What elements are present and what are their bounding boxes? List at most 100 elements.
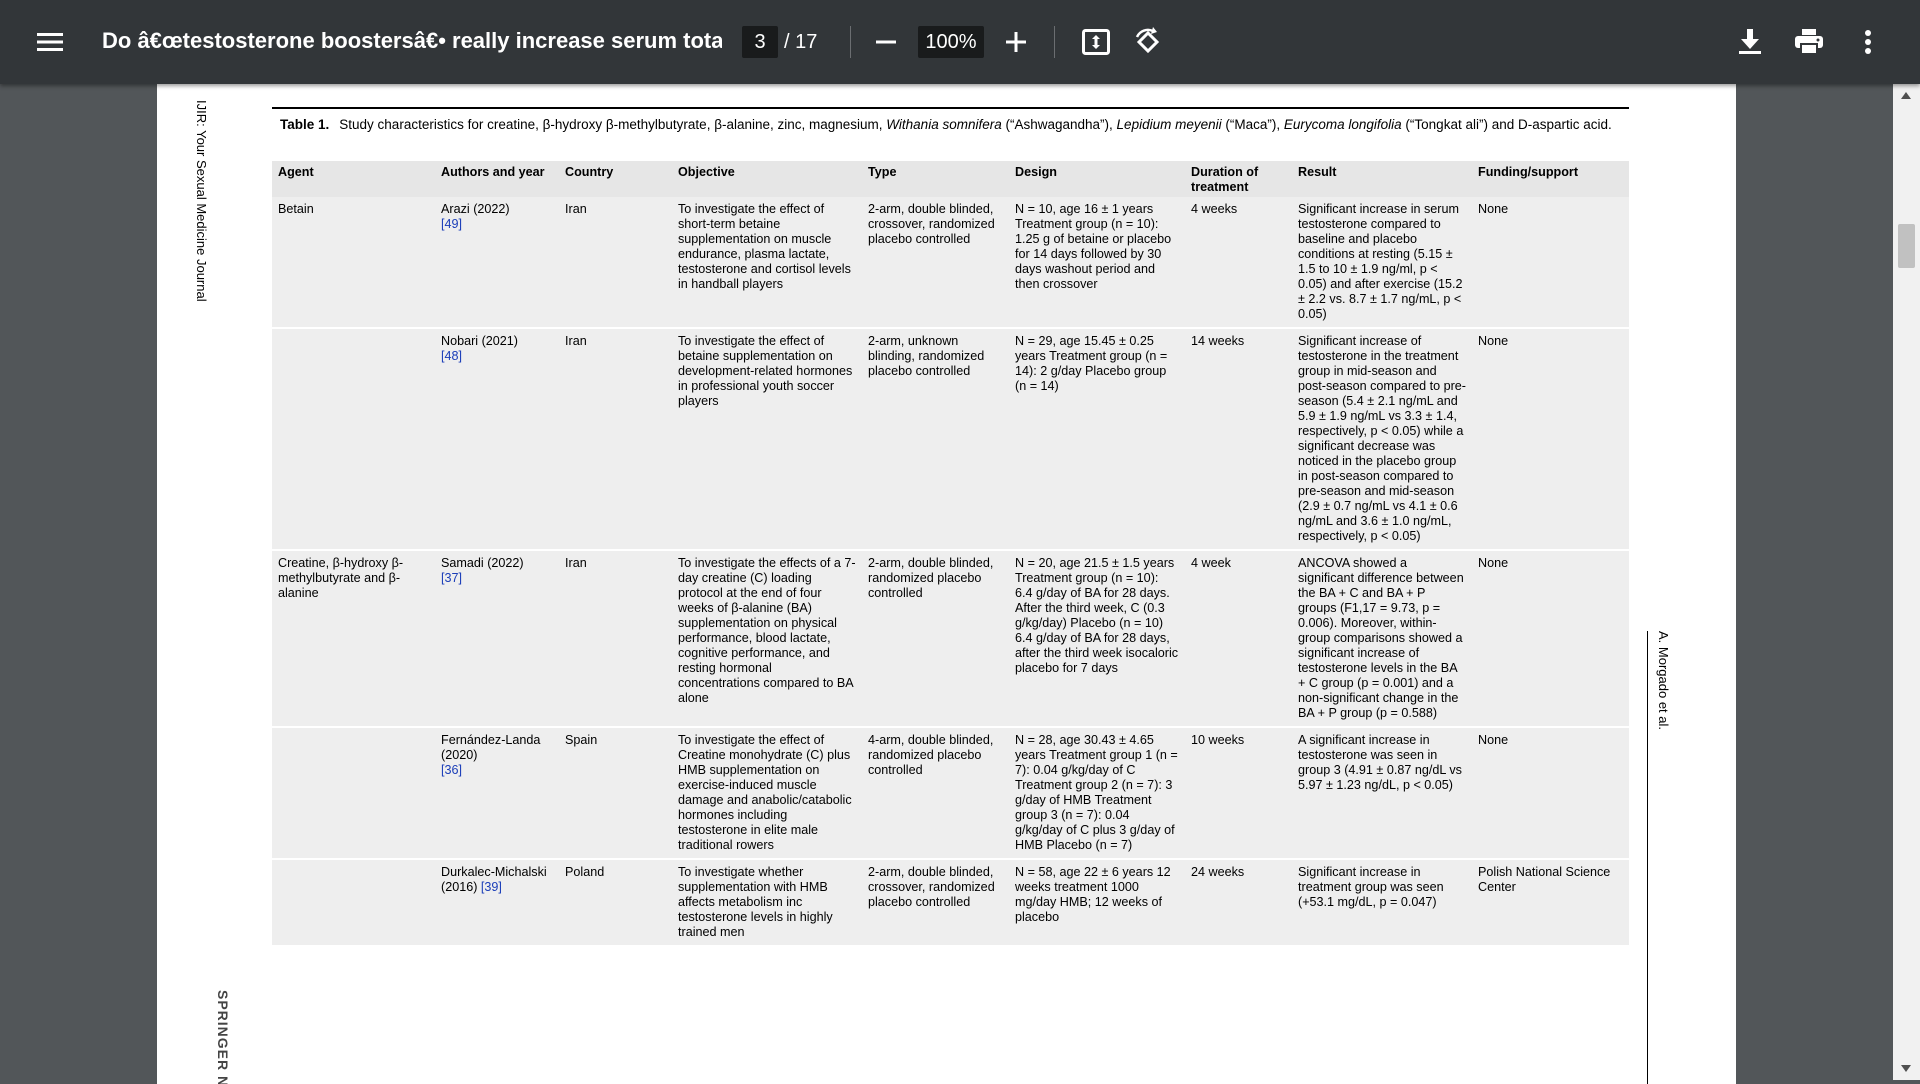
reference-link[interactable]: [39]	[480, 880, 502, 894]
author-cell: Durkalec-Michalski (2016) [39]	[435, 858, 559, 945]
scroll-up-arrow[interactable]	[1901, 92, 1911, 99]
page-total: / 17	[784, 31, 818, 53]
design-cell: N = 28, age 30.43 ± 4.65 years Treatment…	[1009, 726, 1185, 859]
rotate-icon	[1135, 27, 1160, 54]
scroll-thumb[interactable]	[1898, 224, 1915, 268]
type-cell: 2-arm, double blinded, crossover, random…	[862, 858, 1009, 945]
scroll-down-arrow[interactable]	[1901, 1065, 1911, 1072]
country-cell: Iran	[559, 197, 672, 328]
table-row: Nobari (2021) [48] Iran To investigate th…	[272, 327, 1629, 550]
author-text: Durkalec-Michalski (2016)	[441, 865, 547, 894]
author-cell: Fernández-Landa (2020) [36]	[435, 726, 559, 859]
caption-text: Study characteristics for creatine, β-hy…	[339, 117, 887, 132]
funding-cell: Polish National Science Center	[1472, 858, 1629, 945]
column-header: Authors and year	[435, 161, 559, 197]
author-text: Samadi (2022)	[441, 556, 524, 570]
page-number-input[interactable]: 3	[742, 26, 778, 58]
journal-running-header: IJIR: Your Sexual Medicine Journal	[194, 100, 209, 302]
duration-cell: 10 weeks	[1185, 726, 1292, 859]
table-caption: Table 1. Study characteristics for creati…	[280, 116, 1625, 134]
country-cell: Iran	[559, 549, 672, 727]
duration-cell: 14 weeks	[1185, 327, 1292, 550]
table-row: Creatine, β-hydroxy β-methylbutyrate and…	[272, 549, 1629, 727]
design-cell: N = 10, age 16 ± 1 years Treatment group…	[1009, 197, 1185, 328]
author-cell: Samadi (2022) [37]	[435, 549, 559, 727]
duration-cell: 24 weeks	[1185, 858, 1292, 945]
type-cell: 4-arm, double blinded, randomized placeb…	[862, 726, 1009, 859]
menu-icon[interactable]	[34, 26, 66, 58]
country-cell: Iran	[559, 327, 672, 550]
agent-cell: Creatine, β-hydroxy β-methylbutyrate and…	[272, 549, 435, 727]
funding-cell: None	[1472, 197, 1629, 328]
author-text: Nobari (2021)	[441, 334, 519, 348]
caption-text: (“Ashwagandha”),	[1001, 117, 1117, 132]
result-cell: Significant increase in serum testostero…	[1292, 197, 1472, 328]
toolbar-divider	[1054, 26, 1055, 58]
caption-label: Table 1.	[280, 117, 330, 132]
design-cell: N = 29, age 15.45 ± 0.25 years Treatment…	[1009, 327, 1185, 550]
author-cell: Nobari (2021) [48]	[435, 327, 559, 550]
pdf-page: IJIR: Your Sexual Medicine Journal SPRIN…	[157, 84, 1736, 1084]
funding-cell: None	[1472, 549, 1629, 727]
design-cell: N = 20, age 21.5 ± 1.5 years Treatment g…	[1009, 549, 1185, 727]
print-button[interactable]	[1790, 24, 1828, 60]
caption-species: Lepidium meyenii	[1116, 117, 1222, 132]
fit-page-button[interactable]	[1078, 24, 1114, 60]
column-header: Duration of treatment	[1185, 161, 1292, 197]
author-running-header: A. Morgado et al.	[1656, 631, 1671, 730]
author-text: Fernández-Landa (2020)	[441, 733, 541, 762]
zoom-out-button[interactable]	[870, 26, 902, 58]
type-cell: 2-arm, double blinded, crossover, random…	[862, 197, 1009, 328]
type-cell: 2-arm, unknown blinding, randomized plac…	[862, 327, 1009, 550]
print-icon	[1795, 29, 1823, 55]
result-cell: ANCOVA showed a significant difference b…	[1292, 549, 1472, 727]
column-header: Result	[1292, 161, 1472, 197]
table-row: Durkalec-Michalski (2016) [39] Poland To…	[272, 858, 1629, 945]
table-header-row: Agent Authors and year Country Objective…	[272, 161, 1629, 197]
column-header: Country	[559, 161, 672, 197]
objective-cell: To investigate the effect of betaine sup…	[672, 327, 862, 550]
column-header: Objective	[672, 161, 862, 197]
author-cell: Arazi (2022) [49]	[435, 197, 559, 328]
country-cell: Spain	[559, 726, 672, 859]
zoom-input[interactable]: 100%	[918, 26, 984, 58]
objective-cell: To investigate the effects of a 7-day cr…	[672, 549, 862, 727]
agent-cell: Betain	[272, 197, 435, 328]
more-options-button[interactable]	[1852, 24, 1884, 60]
column-header: Agent	[272, 161, 435, 197]
result-cell: Significant increase of testosterone in …	[1292, 327, 1472, 550]
rotate-button[interactable]	[1130, 24, 1166, 60]
caption-species: Withania somnifera	[886, 117, 1002, 132]
funding-cell: None	[1472, 327, 1629, 550]
column-header: Funding/support	[1472, 161, 1629, 197]
table-row: Betain Arazi (2022) [49] Iran To investig…	[272, 197, 1629, 328]
table-row: Fernández-Landa (2020) [36] Spain To inve…	[272, 726, 1629, 859]
vertical-scrollbar[interactable]	[1893, 84, 1920, 1080]
objective-cell: To investigate the effect of Creatine mo…	[672, 726, 862, 859]
type-cell: 2-arm, double blinded, randomized placeb…	[862, 549, 1009, 727]
author-divider	[1647, 631, 1648, 1084]
zoom-in-button[interactable]	[1000, 26, 1032, 58]
publisher-mark: SPRINGER N	[215, 990, 231, 1084]
funding-cell: None	[1472, 726, 1629, 859]
caption-text: (“Maca”),	[1221, 117, 1284, 132]
fit-page-icon	[1082, 29, 1110, 55]
caption-text: (“Tongkat ali”) and D-aspartic acid.	[1401, 117, 1612, 132]
caption-species: Eurycoma longifolia	[1283, 117, 1402, 132]
document-title: Do â€œtestosterone boostersâ€• really in…	[102, 28, 722, 53]
toolbar-divider	[850, 26, 851, 58]
plus-icon	[1006, 32, 1026, 52]
duration-cell: 4 weeks	[1185, 197, 1292, 328]
more-vertical-icon	[1865, 30, 1871, 54]
study-table: Agent Authors and year Country Objective…	[272, 161, 1629, 945]
objective-cell: To investigate whether supplementation w…	[672, 858, 862, 945]
reference-link[interactable]: [49]	[441, 217, 463, 231]
objective-cell: To investigate the effect of short-term …	[672, 197, 862, 328]
reference-link[interactable]: [36]	[441, 763, 463, 777]
reference-link[interactable]: [37]	[441, 571, 463, 585]
column-header: Type	[862, 161, 1009, 197]
download-button[interactable]	[1732, 24, 1768, 60]
result-cell: Significant increase in treatment group …	[1292, 858, 1472, 945]
column-header: Design	[1009, 161, 1185, 197]
reference-link[interactable]: [48]	[441, 349, 463, 363]
